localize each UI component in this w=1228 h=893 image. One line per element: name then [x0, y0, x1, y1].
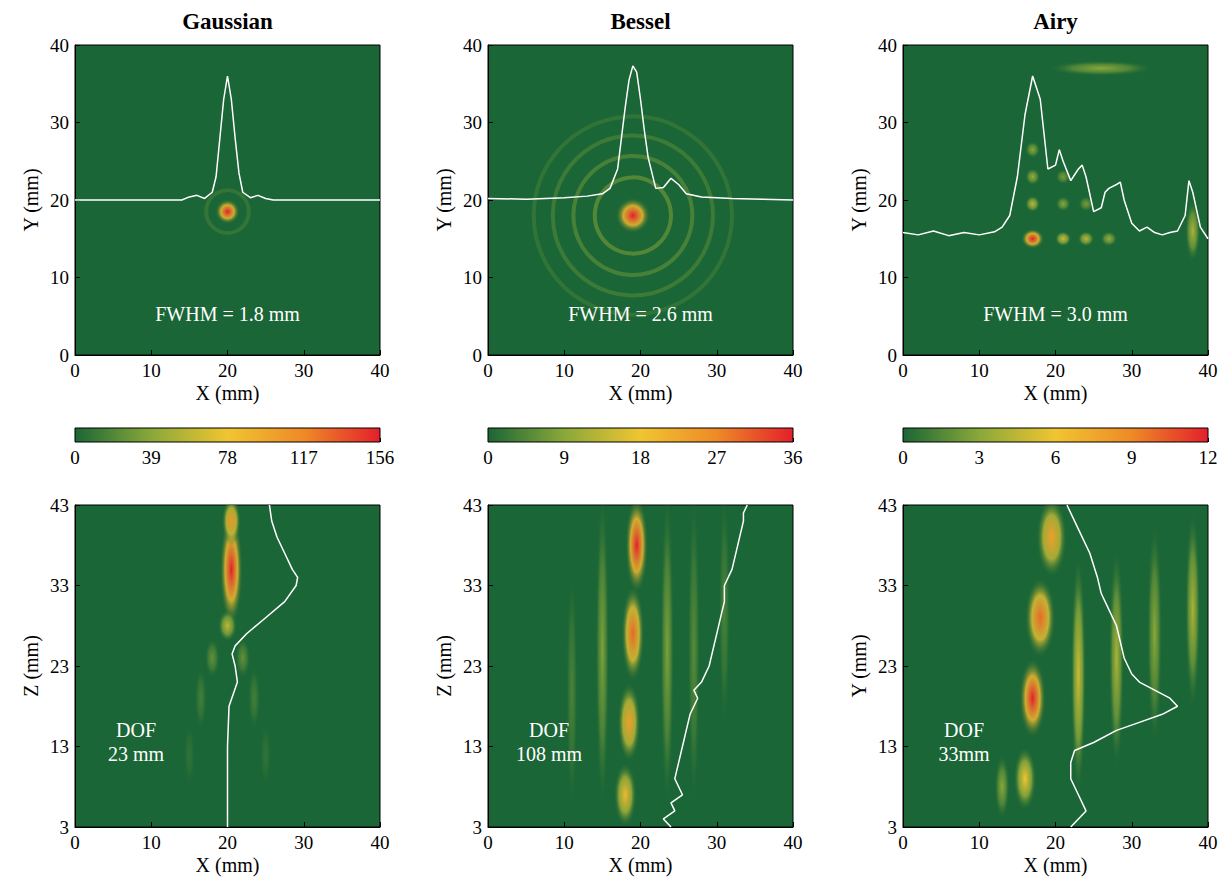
- svg-text:X (mm): X (mm): [196, 382, 260, 405]
- svg-text:0: 0: [70, 447, 80, 468]
- svg-text:40: 40: [50, 35, 69, 56]
- svg-text:40: 40: [784, 360, 803, 381]
- svg-text:78: 78: [218, 447, 237, 468]
- svg-text:13: 13: [878, 736, 897, 757]
- svg-text:DOF: DOF: [529, 719, 569, 741]
- svg-text:117: 117: [290, 447, 318, 468]
- svg-text:33: 33: [878, 575, 897, 596]
- svg-text:40: 40: [878, 35, 897, 56]
- svg-text:12: 12: [1199, 447, 1218, 468]
- svg-text:10: 10: [463, 267, 482, 288]
- svg-text:30: 30: [1122, 832, 1141, 853]
- svg-text:33: 33: [463, 575, 482, 596]
- svg-text:30: 30: [294, 360, 313, 381]
- svg-text:DOF: DOF: [116, 719, 156, 741]
- svg-text:23: 23: [50, 656, 69, 677]
- svg-text:3: 3: [60, 817, 70, 838]
- svg-text:10: 10: [878, 267, 897, 288]
- svg-text:0: 0: [898, 832, 908, 853]
- svg-text:Y (mm): Y (mm): [848, 634, 871, 697]
- svg-text:0: 0: [898, 447, 908, 468]
- svg-text:39: 39: [142, 447, 161, 468]
- svg-text:20: 20: [1046, 832, 1065, 853]
- svg-text:20: 20: [218, 360, 237, 381]
- svg-text:Y (mm): Y (mm): [20, 168, 43, 231]
- svg-text:40: 40: [371, 360, 390, 381]
- svg-text:FWHM = 3.0 mm: FWHM = 3.0 mm: [983, 303, 1128, 325]
- svg-text:10: 10: [142, 832, 161, 853]
- svg-text:0: 0: [70, 360, 80, 381]
- svg-text:Y (mm): Y (mm): [848, 168, 871, 231]
- svg-text:10: 10: [970, 360, 989, 381]
- svg-text:FWHM = 2.6 mm: FWHM = 2.6 mm: [568, 303, 713, 325]
- svg-text:33mm: 33mm: [938, 743, 990, 765]
- svg-text:0: 0: [483, 447, 493, 468]
- svg-text:6: 6: [1051, 447, 1061, 468]
- svg-text:30: 30: [463, 112, 482, 133]
- svg-text:30: 30: [707, 832, 726, 853]
- svg-text:FWHM = 1.8 mm: FWHM = 1.8 mm: [155, 303, 300, 325]
- svg-text:0: 0: [60, 345, 70, 366]
- svg-text:10: 10: [970, 832, 989, 853]
- svg-text:0: 0: [898, 360, 908, 381]
- svg-text:40: 40: [1199, 360, 1218, 381]
- svg-text:36: 36: [784, 447, 803, 468]
- svg-text:33: 33: [50, 575, 69, 596]
- svg-text:3: 3: [975, 447, 985, 468]
- svg-text:20: 20: [463, 190, 482, 211]
- svg-text:0: 0: [483, 832, 493, 853]
- svg-text:Y (mm): Y (mm): [433, 168, 456, 231]
- svg-text:43: 43: [50, 495, 69, 516]
- svg-text:Gaussian: Gaussian: [182, 9, 273, 34]
- svg-text:40: 40: [1199, 832, 1218, 853]
- svg-text:18: 18: [631, 447, 650, 468]
- svg-text:Z (mm): Z (mm): [20, 635, 43, 697]
- svg-text:20: 20: [1046, 360, 1065, 381]
- svg-text:20: 20: [631, 832, 650, 853]
- svg-text:DOF: DOF: [944, 719, 984, 741]
- svg-text:23: 23: [878, 656, 897, 677]
- svg-text:9: 9: [1127, 447, 1137, 468]
- svg-text:0: 0: [483, 360, 493, 381]
- svg-text:156: 156: [366, 447, 395, 468]
- svg-text:Airy: Airy: [1033, 9, 1078, 34]
- svg-text:3: 3: [888, 817, 898, 838]
- svg-text:30: 30: [878, 112, 897, 133]
- svg-text:40: 40: [784, 832, 803, 853]
- svg-text:0: 0: [70, 832, 80, 853]
- svg-text:X (mm): X (mm): [609, 854, 673, 877]
- svg-text:30: 30: [707, 360, 726, 381]
- svg-text:Z (mm): Z (mm): [433, 635, 456, 697]
- svg-text:40: 40: [371, 832, 390, 853]
- svg-text:23 mm: 23 mm: [108, 743, 165, 765]
- svg-text:9: 9: [560, 447, 570, 468]
- svg-text:23: 23: [463, 656, 482, 677]
- svg-text:10: 10: [555, 360, 574, 381]
- svg-text:40: 40: [463, 35, 482, 56]
- svg-text:108 mm: 108 mm: [516, 743, 583, 765]
- svg-text:10: 10: [555, 832, 574, 853]
- svg-text:20: 20: [50, 190, 69, 211]
- svg-text:0: 0: [888, 345, 898, 366]
- svg-text:X (mm): X (mm): [609, 382, 673, 405]
- svg-text:0: 0: [473, 345, 483, 366]
- svg-text:30: 30: [50, 112, 69, 133]
- svg-text:X (mm): X (mm): [1024, 382, 1088, 405]
- svg-text:27: 27: [707, 447, 726, 468]
- svg-text:20: 20: [631, 360, 650, 381]
- svg-text:13: 13: [50, 736, 69, 757]
- svg-text:X (mm): X (mm): [1024, 854, 1088, 877]
- svg-text:10: 10: [142, 360, 161, 381]
- svg-text:43: 43: [463, 495, 482, 516]
- svg-text:20: 20: [878, 190, 897, 211]
- svg-text:20: 20: [218, 832, 237, 853]
- svg-text:30: 30: [1122, 360, 1141, 381]
- svg-text:43: 43: [878, 495, 897, 516]
- svg-text:30: 30: [294, 832, 313, 853]
- svg-text:X (mm): X (mm): [196, 854, 260, 877]
- svg-text:3: 3: [473, 817, 483, 838]
- svg-text:13: 13: [463, 736, 482, 757]
- svg-text:10: 10: [50, 267, 69, 288]
- svg-text:Bessel: Bessel: [610, 9, 670, 34]
